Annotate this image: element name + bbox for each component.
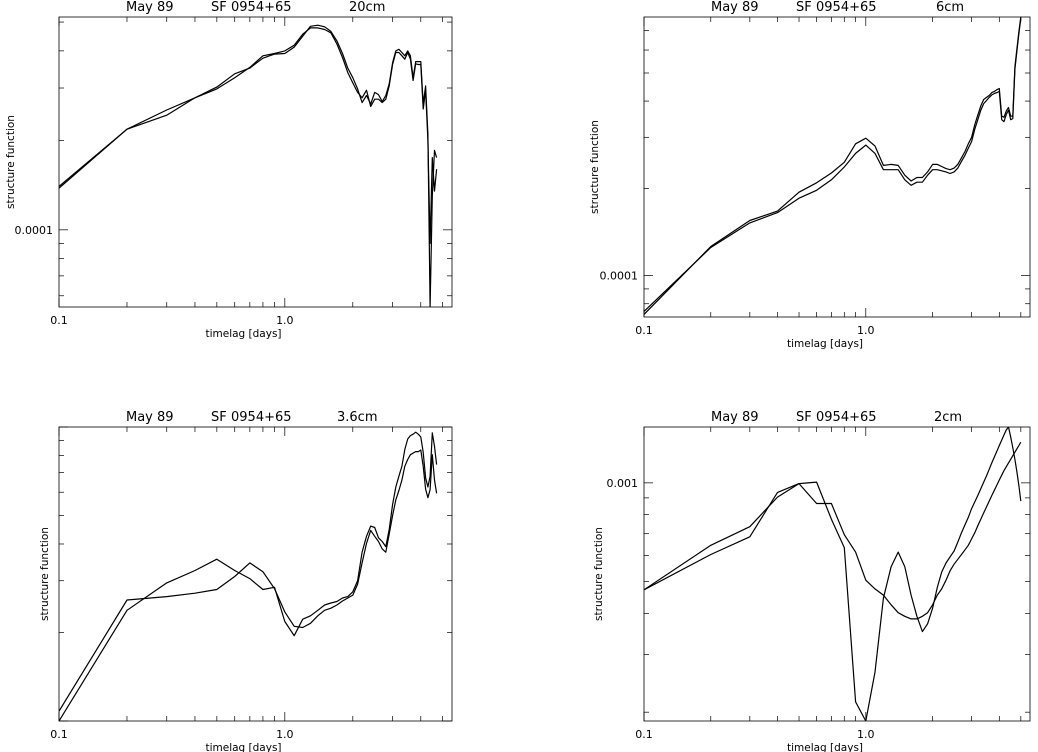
y-axis-label: structure function <box>39 527 51 621</box>
title-part: SF <box>211 0 227 15</box>
tick-marks <box>58 17 452 307</box>
x-axis-label: timelag [days] <box>205 328 281 340</box>
tick-marks <box>643 427 1030 721</box>
chart-title: May 89 SF 0954+65 6cm <box>711 0 964 15</box>
title-part: May 89 <box>126 0 174 15</box>
x-axis-label: timelag [days] <box>787 742 863 752</box>
panel-3: 0.1 1.0 May 89 SF 0954+65 3.6cm timelag [days]… <box>39 410 453 752</box>
tick-marks <box>643 17 1030 317</box>
x-tick-label: 1.0 <box>276 728 294 741</box>
panel-2: 0.1 1.0 0.0001 May 89 SF 0954+65 6cm timelag [d… <box>589 0 1031 350</box>
tick-marks <box>58 426 452 722</box>
x-tick-label: 0.1 <box>635 324 653 337</box>
series-line-2 <box>59 431 438 721</box>
chart-title: May 89 SF 0954+65 3.6cm <box>126 410 378 425</box>
plot-frame <box>58 426 453 722</box>
series-line-2 <box>644 427 1022 721</box>
x-axis-label: timelag [days] <box>787 338 863 350</box>
panel-4: 0.1 1.0 0.001 May 89 SF 0954+65 2cm timelag [da… <box>593 410 1031 752</box>
x-tick-label: 1.0 <box>857 728 875 741</box>
plot-frame <box>643 16 1031 318</box>
plot-frame <box>643 426 1031 722</box>
title-part: 20cm <box>349 0 385 15</box>
series-line-2 <box>59 24 438 307</box>
x-axis-label: timelag [days] <box>205 742 281 752</box>
x-tick-label: 0.1 <box>50 728 68 741</box>
title-part: SF <box>796 410 812 425</box>
title-part: SF <box>796 0 812 15</box>
title-part: 2cm <box>934 410 962 425</box>
series-line-1 <box>59 27 438 244</box>
title-part: May 89 <box>711 410 759 425</box>
panel-1: 0.1 1.0 0.0001 May 89 SF 0954+65 20cm timelag [… <box>5 0 453 340</box>
y-tick-label: 0.0001 <box>15 224 54 237</box>
x-tick-label: 0.1 <box>50 314 68 327</box>
x-tick-label: 1.0 <box>857 324 875 337</box>
title-part: 0954+65 <box>231 0 292 15</box>
series-line-1 <box>59 449 438 712</box>
x-tick-label: 1.0 <box>276 314 294 327</box>
plot-frame <box>58 16 453 308</box>
title-part: 0954+65 <box>231 410 292 425</box>
y-tick-label: 0.0001 <box>600 270 639 283</box>
x-tick-label: 0.1 <box>635 728 653 741</box>
title-part: 6cm <box>936 0 964 15</box>
title-part: SF <box>211 410 227 425</box>
series-line-2 <box>644 17 1022 315</box>
title-part: 0954+65 <box>816 410 877 425</box>
chart-title: May 89 SF 0954+65 2cm <box>711 410 962 425</box>
y-axis-label: structure function <box>589 120 601 214</box>
title-part: May 89 <box>711 0 759 15</box>
y-tick-label: 0.001 <box>607 477 639 490</box>
series-line-1 <box>644 441 1022 620</box>
title-part: 0954+65 <box>816 0 877 15</box>
y-axis-label: structure function <box>593 527 605 621</box>
chart-title: May 89 SF 0954+65 20cm <box>126 0 385 15</box>
title-part: 3.6cm <box>337 410 378 425</box>
title-part: May 89 <box>126 410 174 425</box>
y-axis-label: structure function <box>5 115 17 209</box>
series-line-1 <box>644 18 1022 312</box>
